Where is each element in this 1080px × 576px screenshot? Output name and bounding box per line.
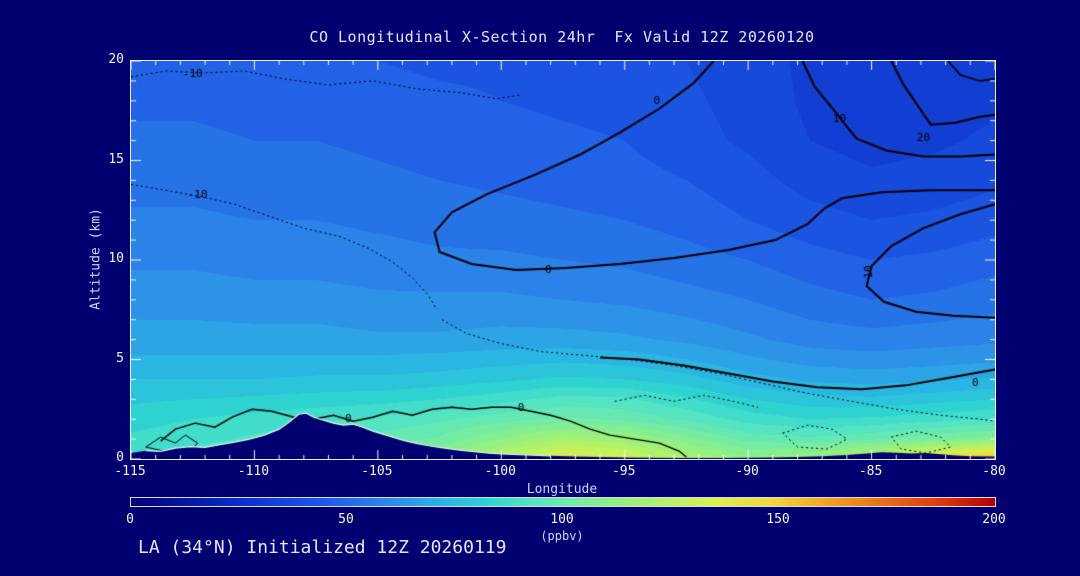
contour-plot-canvas [131,61,995,459]
y-tick-label: 15 [108,151,124,167]
colorbar-tick-label: 100 [550,512,574,527]
x-tick-label: -95 [611,464,636,479]
plot-area [130,60,996,460]
x-tick-label: -110 [237,464,270,479]
x-axis-label: Longitude [526,482,598,497]
x-tick-label: -85 [858,464,883,479]
y-tick-label: 0 [116,450,124,465]
colorbar-tick-label: 150 [766,512,790,527]
chart-title: CO Longitudinal X-Section 24hr Fx Valid … [309,28,815,46]
x-tick-label: -80 [982,464,1006,479]
y-tick-label: 10 [108,251,124,266]
x-tick-label: -90 [735,464,759,479]
x-tick-label: -100 [484,464,516,479]
x-tick-label: -115 [114,464,146,479]
y-tick-label: 5 [116,350,124,366]
init-annotation: LA (34°N) Initialized 12Z 20260119 [138,537,507,558]
colorbar-tick-label: 200 [982,512,1006,527]
colorbar-units-label: (ppbv) [540,529,584,543]
colorbar-tick-label: 0 [126,512,134,527]
colorbar [130,497,996,507]
x-tick-label: -105 [361,464,393,479]
colorbar-tick-label: 50 [338,512,354,527]
y-tick-label: 20 [108,52,124,67]
